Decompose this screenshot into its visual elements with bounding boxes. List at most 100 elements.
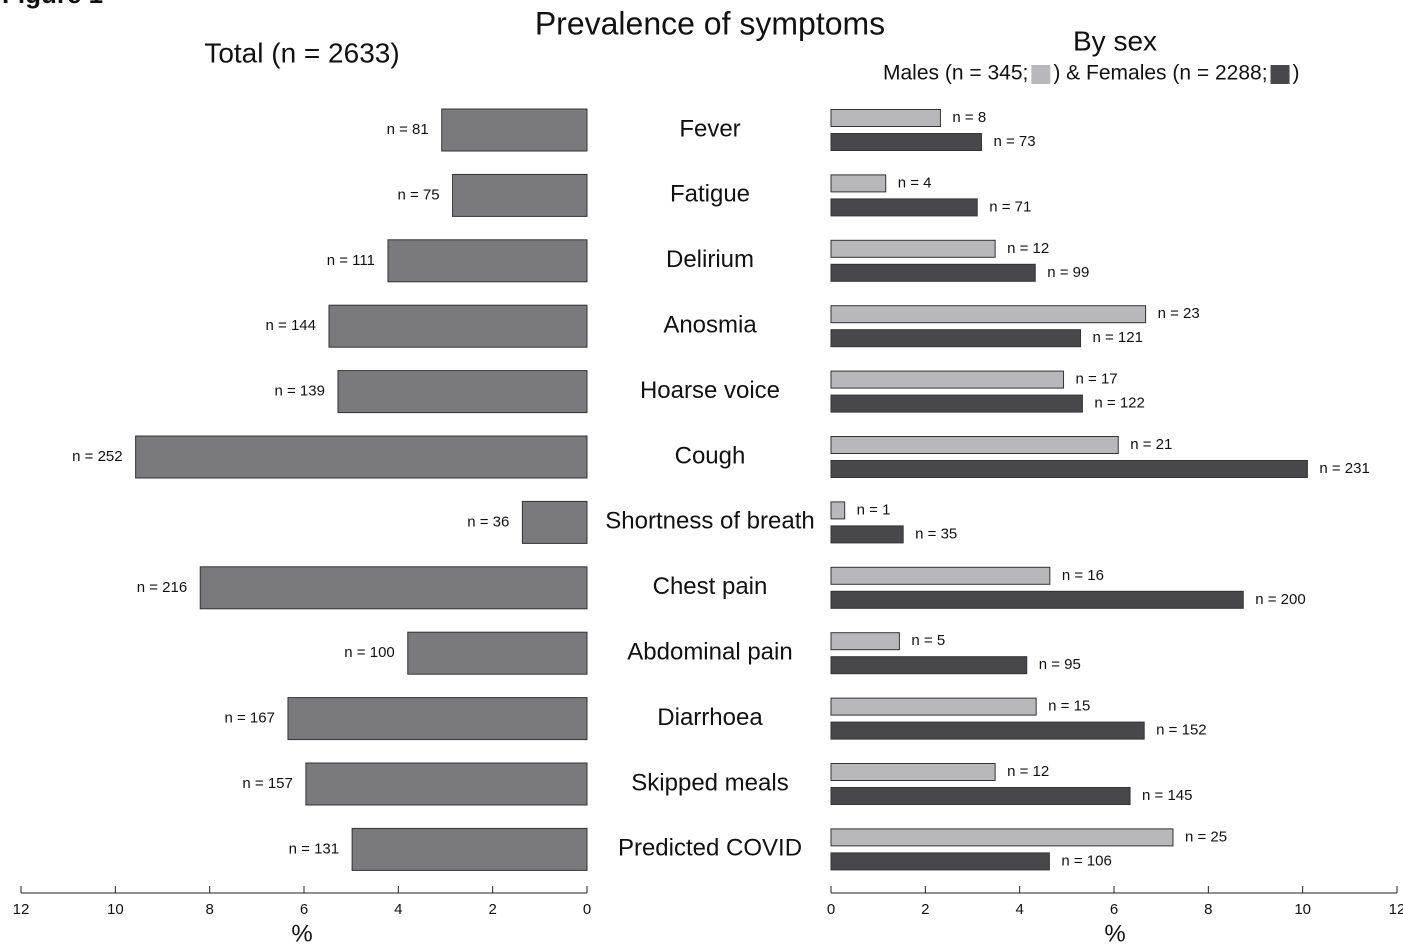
bar	[830, 174, 887, 193]
value-label: n = 231	[1319, 460, 1369, 477]
value-label: n = 15	[1048, 698, 1090, 715]
x-tick-label: 2	[921, 901, 929, 918]
x-axis-label: %	[291, 920, 312, 947]
bar	[830, 394, 1083, 413]
value-label: n = 100	[344, 644, 394, 661]
x-tick-label: 4	[1015, 901, 1023, 918]
value-label: n = 252	[72, 448, 122, 465]
value-label: n = 12	[1007, 763, 1049, 780]
value-label: n = 122	[1094, 395, 1144, 412]
value-label: n = 5	[911, 632, 945, 649]
legend-swatch	[1031, 65, 1051, 84]
category-label: Chest pain	[653, 573, 768, 600]
value-label: n = 167	[224, 710, 274, 727]
bar	[135, 435, 588, 479]
legend-label: ) & Females (n = 2288;	[1053, 62, 1267, 85]
value-label: n = 8	[952, 109, 986, 126]
value-label: n = 144	[266, 317, 316, 334]
x-tick-label: 2	[488, 901, 496, 918]
bar	[328, 304, 588, 348]
bar	[830, 828, 1174, 847]
bar	[830, 501, 846, 520]
category-label: Hoarse voice	[640, 377, 780, 404]
value-label: n = 12	[1007, 240, 1049, 257]
bar	[287, 697, 588, 741]
value-label: n = 95	[1039, 656, 1081, 673]
x-tick-label: 10	[107, 901, 124, 918]
x-tick-label: 10	[1294, 901, 1311, 918]
value-label: n = 139	[274, 383, 324, 400]
category-label: Predicted COVID	[618, 835, 802, 862]
x-tick-label: 6	[1110, 901, 1118, 918]
bar	[452, 173, 588, 217]
bar	[830, 329, 1082, 348]
value-label: n = 17	[1076, 371, 1118, 388]
figure-label: Figure 1	[2, 0, 103, 9]
bar	[830, 198, 978, 217]
x-tick-label: 12	[13, 901, 30, 918]
x-tick-label: 8	[1204, 901, 1212, 918]
bar	[830, 721, 1145, 740]
bar	[337, 370, 588, 414]
value-label: n = 99	[1047, 264, 1089, 281]
x-tick-label: 0	[583, 901, 591, 918]
value-label: n = 16	[1062, 567, 1104, 584]
bar	[199, 566, 588, 610]
bar	[830, 590, 1244, 609]
chart-title: Prevalence of symptoms	[535, 5, 885, 41]
bar	[830, 656, 1028, 675]
bar	[830, 460, 1308, 478]
bar	[830, 263, 1036, 282]
value-label: n = 73	[993, 133, 1035, 150]
x-tick-label: 8	[205, 901, 213, 918]
panel-title: By sex	[1073, 25, 1157, 56]
category-label: Fever	[679, 115, 740, 142]
value-label: n = 4	[898, 174, 932, 191]
x-axis-label: %	[1104, 920, 1125, 947]
bar	[521, 500, 588, 544]
value-label: n = 200	[1255, 591, 1305, 608]
category-label: Fatigue	[670, 181, 750, 208]
bar	[830, 436, 1119, 454]
legend-label: )	[1293, 62, 1300, 85]
category-label: Abdominal pain	[627, 639, 792, 666]
legend-label: Males (n = 345;	[883, 62, 1028, 85]
value-label: n = 216	[137, 579, 187, 596]
bar	[830, 133, 982, 151]
category-label: Cough	[675, 442, 746, 469]
bar	[305, 762, 588, 806]
bar	[830, 370, 1065, 389]
value-label: n = 25	[1185, 828, 1227, 845]
value-label: n = 71	[989, 198, 1031, 215]
value-label: n = 157	[242, 775, 292, 792]
bar	[830, 239, 996, 258]
value-label: n = 23	[1158, 305, 1200, 322]
category-label: Skipped meals	[631, 769, 788, 796]
category-label: Delirium	[666, 246, 754, 273]
bar	[830, 109, 941, 127]
bar	[830, 852, 1050, 871]
bar	[830, 632, 900, 651]
value-label: n = 131	[289, 840, 339, 857]
value-label: n = 75	[397, 186, 439, 203]
bar	[351, 827, 588, 871]
bar	[830, 763, 996, 781]
value-label: n = 152	[1156, 722, 1206, 739]
bar	[830, 525, 904, 544]
value-label: n = 145	[1142, 787, 1192, 804]
x-tick-label: 0	[827, 901, 835, 918]
category-label: Diarrhoea	[657, 704, 763, 731]
bar	[441, 108, 588, 152]
value-label: n = 106	[1061, 852, 1111, 869]
x-tick-label: 12	[1389, 901, 1403, 918]
legend-swatch	[1270, 65, 1290, 84]
panel-title: Total (n = 2633)	[204, 37, 399, 68]
category-label: Anosmia	[663, 312, 757, 339]
value-label: n = 36	[467, 513, 509, 530]
value-label: n = 121	[1093, 329, 1143, 346]
bar	[830, 787, 1131, 805]
value-label: n = 1	[857, 501, 891, 518]
value-label: n = 81	[387, 121, 429, 138]
category-label: Shortness of breath	[605, 508, 814, 535]
x-tick-label: 6	[300, 901, 308, 918]
